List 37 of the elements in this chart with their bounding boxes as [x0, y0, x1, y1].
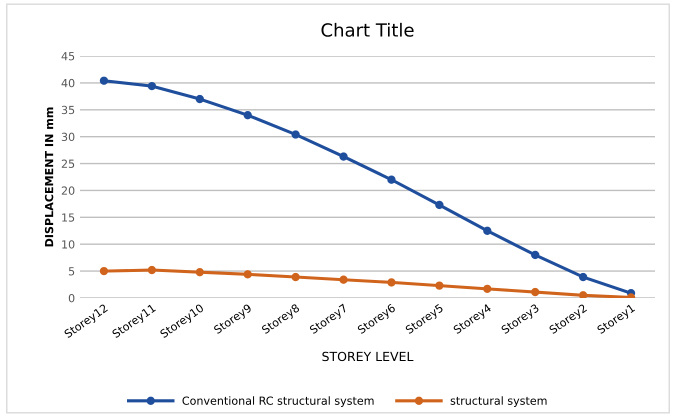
y-tick-label: 5 — [68, 267, 74, 276]
y-tick-label: 45 — [62, 52, 74, 60]
point — [100, 76, 108, 85]
y-tick-label: 20 — [62, 186, 74, 195]
point — [339, 152, 348, 161]
point — [387, 278, 396, 287]
y-tick-label: 0 — [68, 294, 74, 302]
point — [291, 272, 300, 282]
y-tick-label: 35 — [62, 106, 74, 114]
point — [148, 82, 156, 90]
point — [578, 272, 588, 282]
y-tick-label: 15 — [62, 213, 74, 222]
y-tick-label: 10 — [62, 240, 74, 249]
chart-title: Chart Title — [321, 22, 414, 37]
point — [100, 266, 108, 276]
y-tick-label: 40 — [62, 78, 74, 88]
point — [196, 94, 204, 104]
point — [387, 176, 396, 184]
point — [148, 266, 156, 274]
point — [531, 250, 540, 260]
point — [578, 291, 588, 298]
point — [244, 270, 252, 279]
point — [196, 268, 204, 276]
point — [435, 200, 444, 210]
point — [339, 276, 348, 284]
y-tick-label: 30 — [62, 132, 74, 142]
point — [291, 130, 300, 139]
point — [435, 281, 444, 290]
point — [531, 288, 540, 296]
legend-label: structural system — [450, 396, 547, 407]
legend-label: Conventional RC structural system — [182, 396, 374, 407]
point — [244, 110, 252, 120]
y-axis-title: DISPLACEMENT IN mm — [44, 107, 54, 246]
y-tick-label: 25 — [62, 160, 74, 168]
point — [483, 226, 492, 235]
point — [483, 284, 492, 294]
x-axis-title: STOREY LEVEL — [322, 352, 414, 362]
